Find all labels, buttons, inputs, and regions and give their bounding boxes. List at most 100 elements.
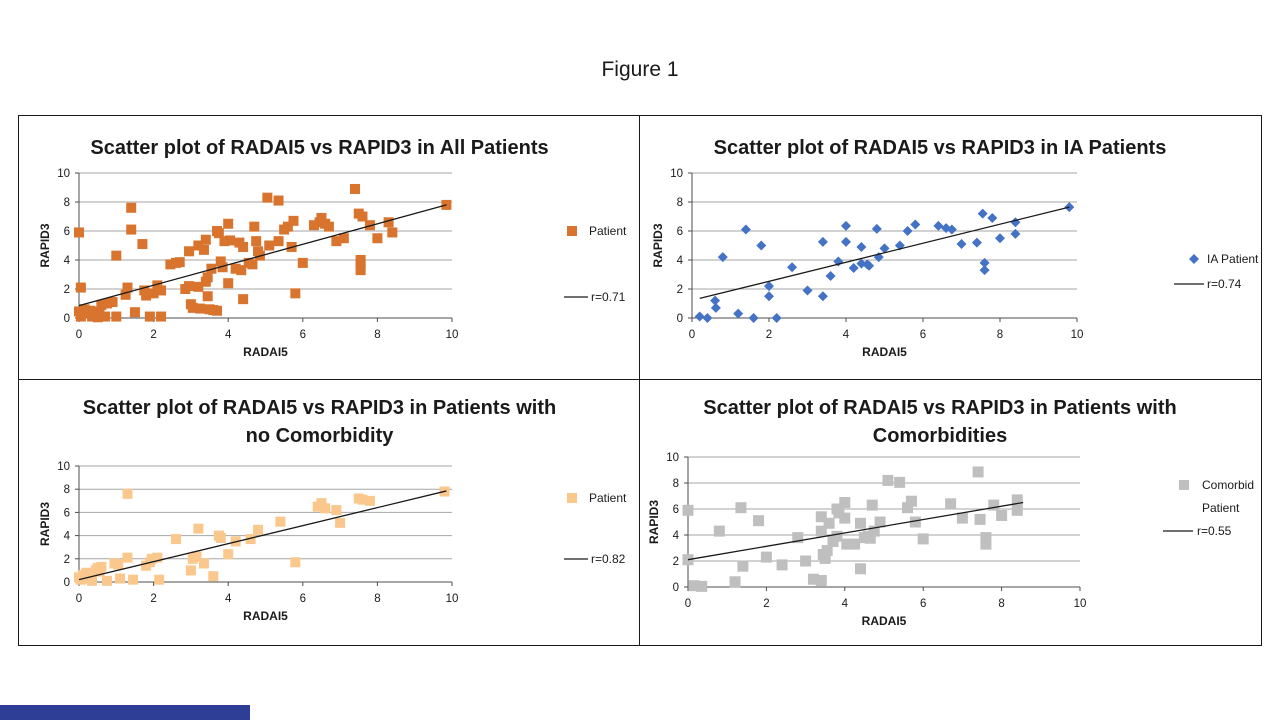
data-point-marker xyxy=(817,291,828,302)
x-tick-label: 10 xyxy=(1074,598,1087,610)
legend-trend-label: r=0.55 xyxy=(1197,524,1232,538)
data-point-marker xyxy=(355,259,366,270)
data-point-marker xyxy=(688,580,700,592)
data-point-marker xyxy=(971,237,982,248)
data-point-marker xyxy=(815,575,827,586)
data-point-marker xyxy=(122,488,133,499)
trend-line xyxy=(78,204,447,307)
data-point-marker xyxy=(839,497,851,508)
data-point-marker xyxy=(383,217,394,228)
legend-trend-label: r=0.82 xyxy=(591,552,626,566)
data-point-marker xyxy=(75,311,86,322)
data-point-marker xyxy=(879,243,890,254)
data-point-marker xyxy=(139,285,150,296)
data-point-marker xyxy=(96,299,107,310)
data-point-marker xyxy=(988,499,1000,511)
data-point-marker xyxy=(821,545,833,557)
y-tick-label: 6 xyxy=(677,226,683,238)
data-point-marker xyxy=(152,280,163,291)
data-point-marker xyxy=(441,199,452,210)
data-point-marker xyxy=(111,311,122,322)
chart-title: Scatter plot of RADAI5 vs RAPID3 in Pati… xyxy=(703,397,1176,419)
data-point-marker xyxy=(894,476,906,488)
y-tick-label: 0 xyxy=(64,313,70,325)
data-point-marker xyxy=(195,303,206,314)
data-point-marker xyxy=(355,265,366,276)
data-point-marker xyxy=(910,219,921,230)
data-point-marker xyxy=(101,575,112,586)
data-point-marker xyxy=(198,244,209,255)
data-point-marker xyxy=(823,517,835,529)
data-point-marker xyxy=(338,233,349,244)
x-tick-label: 2 xyxy=(150,329,156,341)
data-point-marker xyxy=(696,580,708,592)
chart-title: Scatter plot of RADAI5 vs RAPID3 in Pati… xyxy=(83,397,556,419)
data-point-marker xyxy=(864,532,876,544)
scatter-chart: Scatter plot of RADAI5 vs RAPID3 in All … xyxy=(38,137,627,359)
data-point-marker xyxy=(215,532,226,543)
y-tick-label: 4 xyxy=(673,530,680,542)
data-point-marker xyxy=(146,553,157,564)
data-point-marker xyxy=(92,312,103,323)
data-point-marker xyxy=(980,538,992,550)
data-point-marker xyxy=(152,552,163,563)
data-point-marker xyxy=(148,288,159,299)
data-point-marker xyxy=(187,302,198,313)
chart-title: Scatter plot of RADAI5 vs RAPID3 in IA P… xyxy=(714,137,1167,159)
data-point-marker xyxy=(290,557,301,568)
data-point-marker xyxy=(905,495,917,507)
x-tick-label: 0 xyxy=(689,329,695,341)
y-tick-label: 8 xyxy=(64,197,70,209)
y-tick-label: 2 xyxy=(673,556,679,568)
data-point-marker xyxy=(170,534,181,545)
chart-grid: Scatter plot of RADAI5 vs RAPID3 in All … xyxy=(18,115,1262,646)
x-tick-label: 6 xyxy=(920,329,926,341)
data-point-marker xyxy=(956,239,967,250)
trend-line xyxy=(699,206,1070,300)
chart-title: Comorbidities xyxy=(873,425,1007,447)
data-point-marker xyxy=(839,512,851,524)
data-point-marker xyxy=(126,202,137,213)
data-point-marker xyxy=(974,513,986,525)
data-point-marker xyxy=(154,574,165,585)
y-axis-label: RAPID3 xyxy=(651,223,665,267)
data-point-marker xyxy=(771,313,782,323)
data-point-marker xyxy=(115,573,126,584)
data-point-marker xyxy=(764,291,774,302)
data-point-marker xyxy=(223,549,234,560)
data-point-marker xyxy=(253,524,264,535)
y-tick-label: 8 xyxy=(673,478,679,490)
data-point-marker xyxy=(96,561,107,572)
y-tick-label: 0 xyxy=(677,313,683,325)
data-point-marker xyxy=(815,511,827,523)
data-point-marker xyxy=(215,256,226,267)
data-point-marker xyxy=(193,523,204,534)
data-point-marker xyxy=(729,576,741,588)
data-point-marker xyxy=(107,297,118,308)
data-point-marker xyxy=(776,559,788,571)
data-point-marker xyxy=(320,503,331,514)
legend-series-label: Patient xyxy=(589,224,627,238)
data-point-marker xyxy=(128,574,139,585)
data-point-marker xyxy=(245,534,256,545)
data-point-marker xyxy=(94,306,105,317)
x-tick-label: 6 xyxy=(300,329,306,341)
x-tick-label: 8 xyxy=(374,329,380,341)
data-point-marker xyxy=(316,498,327,509)
legend-series-label: IA Patient xyxy=(1207,252,1259,266)
scatter-chart: Scatter plot of RADAI5 vs RAPID3 in Pati… xyxy=(647,397,1254,628)
scatter-chart: Scatter plot of RADAI5 vs RAPID3 in Pati… xyxy=(38,397,627,623)
chart-title: Scatter plot of RADAI5 vs RAPID3 in All … xyxy=(90,137,548,159)
data-point-marker xyxy=(335,517,346,528)
chart-panel-comorbidities: Scatter plot of RADAI5 vs RAPID3 in Pati… xyxy=(640,380,1261,645)
y-tick-label: 10 xyxy=(670,168,683,180)
data-point-marker xyxy=(156,311,167,322)
data-point-marker xyxy=(225,235,236,246)
data-point-marker xyxy=(868,525,880,537)
data-point-marker xyxy=(873,252,884,263)
data-point-marker xyxy=(764,281,774,292)
data-point-marker xyxy=(831,530,843,542)
y-tick-label: 8 xyxy=(677,197,683,209)
data-point-marker xyxy=(100,311,111,322)
data-point-marker xyxy=(1011,494,1023,506)
